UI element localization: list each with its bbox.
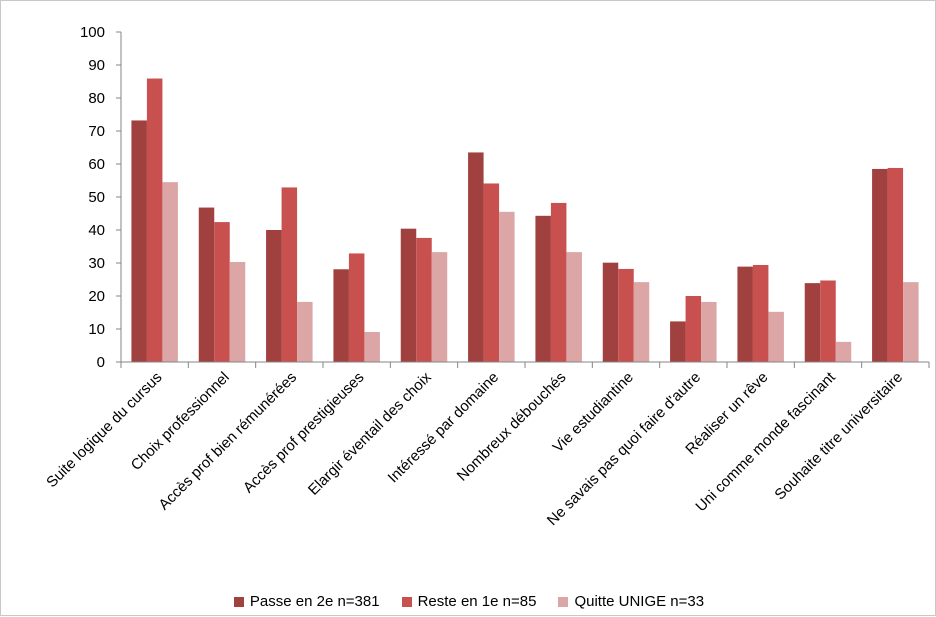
bar-series-3	[566, 252, 582, 362]
bar-series-1	[737, 266, 753, 362]
x-category-label: Suite logique du cursus	[43, 369, 165, 491]
legend-swatch	[233, 596, 244, 607]
x-category-label: Elargir éventail des choix	[305, 368, 435, 498]
legend-label: Quitte UNIGE n=33	[574, 593, 705, 610]
bar-series-3	[229, 262, 246, 362]
y-tick-label: 30	[88, 255, 105, 272]
bar-series-1	[131, 120, 147, 362]
bar-series-2	[416, 237, 432, 362]
legend: Passe en 2e n=381 Reste en 1e n=85 Quitte …	[1, 593, 936, 610]
bar-series-1	[400, 228, 417, 362]
x-category-label: Souhaite titre universitaire	[771, 369, 906, 504]
bar-series-3	[903, 282, 919, 362]
bar-series-2	[281, 187, 298, 362]
bar-series-2	[685, 296, 702, 362]
bar-series-1	[333, 269, 349, 362]
bar-series-1	[670, 321, 686, 362]
bar-series-1	[266, 230, 282, 362]
y-tick-label: 10	[88, 321, 105, 338]
x-category-label: Intéressé par domaine	[385, 369, 503, 487]
legend-item-series-2: Reste en 1e n=85	[401, 593, 537, 610]
y-tick-label: 20	[88, 288, 105, 305]
y-tick-label: 50	[88, 189, 105, 206]
y-tick-label: 70	[88, 123, 105, 140]
legend-item-series-3: Quitte UNIGE n=33	[558, 593, 704, 610]
bar-series-3	[701, 301, 717, 362]
bar-series-3	[297, 301, 313, 362]
bar-series-3	[162, 182, 178, 362]
bar-series-3	[431, 252, 448, 362]
x-category-label: Nombreux débouchés	[454, 369, 570, 485]
bar-series-3	[499, 211, 515, 362]
bar-series-1	[804, 283, 821, 362]
bar-series-1	[198, 207, 215, 362]
y-tick-label: 100	[80, 24, 105, 41]
bar-series-3	[364, 331, 380, 362]
legend-swatch	[558, 596, 569, 607]
legend-swatch	[401, 596, 412, 607]
bar-series-3	[835, 341, 852, 362]
bar-series-2	[214, 222, 230, 362]
bar-series-2	[348, 253, 365, 362]
legend-label: Reste en 1e n=85	[417, 593, 537, 610]
x-category-label: Accès prof bien rémunérées	[155, 369, 300, 514]
legend-label: Passe en 2e n=381	[249, 593, 380, 610]
bars	[131, 78, 919, 362]
bar-series-2	[887, 167, 904, 362]
legend-item-series-1: Passe en 2e n=381	[233, 593, 380, 610]
y-tick-label: 40	[88, 222, 105, 239]
bar-series-2	[752, 264, 769, 362]
x-category-label: Uni comme monde fascinant	[692, 368, 839, 515]
bar-series-1	[535, 215, 551, 362]
bar-series-3	[633, 282, 650, 362]
y-tick-label: 90	[88, 57, 105, 74]
x-category-label: Accès prof prestigieuses	[240, 369, 368, 497]
bar-series-1	[602, 262, 619, 362]
bar-series-2	[820, 280, 836, 362]
bar-series-2	[618, 268, 634, 362]
y-tick-label: 80	[88, 90, 105, 107]
bar-series-1	[872, 168, 888, 362]
bar-series-2	[550, 202, 567, 362]
bar-series-2	[146, 78, 163, 362]
bar-series-1	[468, 152, 484, 362]
y-tick-label: 60	[88, 156, 105, 173]
bar-series-3	[768, 311, 784, 362]
bar-series-2	[483, 183, 500, 362]
y-axis: 0 10 20 30 40 50 60 70 80 90 100	[80, 24, 122, 371]
y-tick-label: 0	[97, 354, 105, 371]
